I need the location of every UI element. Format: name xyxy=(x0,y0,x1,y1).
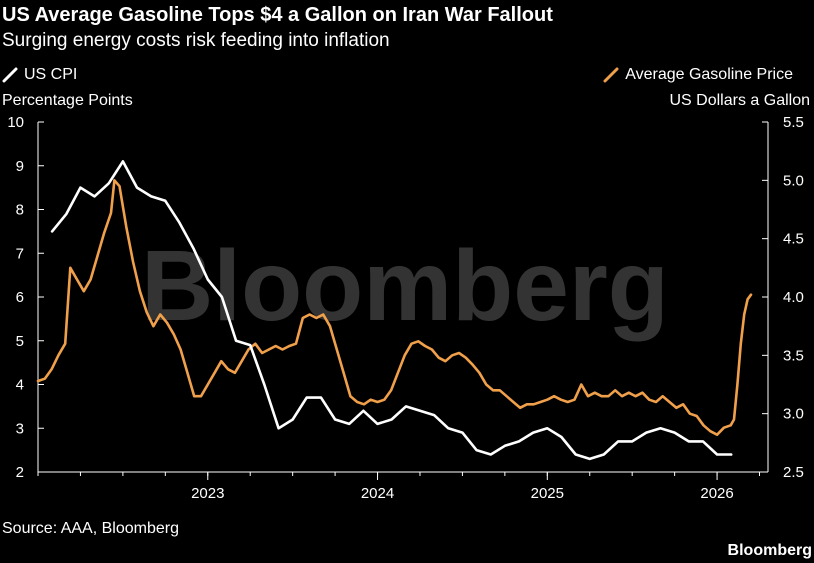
x-tick-label: 2026 xyxy=(700,485,733,502)
series-line-cpi xyxy=(50,160,733,461)
brand-logo: Bloomberg xyxy=(727,542,812,559)
y-left-tick-label: 3 xyxy=(16,420,24,437)
y-right-tick-label: 4.5 xyxy=(783,231,804,248)
source-note: Source: AAA, Bloomberg xyxy=(2,520,179,537)
y-left-tick-label: 9 xyxy=(16,158,24,175)
chart-subtitle: Surging energy costs risk feeding into i… xyxy=(2,30,390,51)
y-right-tick-label: 4.0 xyxy=(783,289,804,306)
y-left-tick-label: 5 xyxy=(16,333,24,350)
y-right-tick-label: 3.0 xyxy=(783,406,804,423)
y-left-tick-label: 7 xyxy=(16,245,24,262)
y-right-tick-label: 5.0 xyxy=(783,172,804,189)
chart-title: US Average Gasoline Tops $4 a Gallon on … xyxy=(2,4,553,26)
y-right-tick-label: 3.5 xyxy=(783,347,804,364)
x-tick-label: 2025 xyxy=(531,485,564,502)
x-tick-label: 2024 xyxy=(361,485,394,502)
legend-gasoline: Average Gasoline Price xyxy=(603,66,793,84)
y-left-tick-label: 6 xyxy=(16,289,24,306)
watermark-text: Bloomberg xyxy=(141,230,669,342)
axes-group: 2 3 4 5 6 7 8 9 10 2.5 3.0 3.5 4.0 4.5 5.0 5.5 2023 2024 2… xyxy=(7,114,804,502)
y-axis-left-label: Percentage Points xyxy=(2,92,133,109)
y-left-tick-label: 8 xyxy=(16,202,24,219)
series-group xyxy=(36,160,753,461)
y-right-tick-label: 2.5 xyxy=(783,464,804,481)
legend-gasoline-label: Average Gasoline Price xyxy=(625,66,793,83)
legend-gasoline-swatch-icon xyxy=(603,67,619,83)
y-right-tick-label: 5.5 xyxy=(783,114,804,131)
y-left-tick-label: 4 xyxy=(16,377,24,394)
y-left-tick-label: 2 xyxy=(16,464,24,481)
x-tick-label: 2023 xyxy=(191,485,224,502)
legend-cpi-label: US CPI xyxy=(24,66,78,83)
legend-cpi: US CPI xyxy=(2,66,77,84)
legend-cpi-swatch-icon xyxy=(2,67,18,83)
series-line-gasoline xyxy=(36,179,753,436)
y-axis-right-label: US Dollars a Gallon xyxy=(669,92,811,109)
y-left-tick-label: 10 xyxy=(7,114,24,131)
